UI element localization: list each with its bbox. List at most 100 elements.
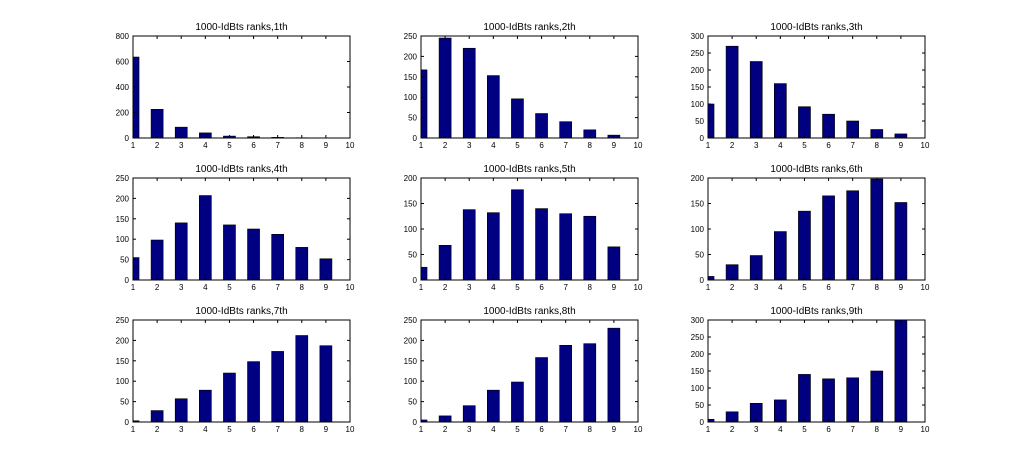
x-tick-label: 7: [275, 283, 280, 292]
x-tick-label: 8: [588, 425, 593, 434]
y-tick-label: 200: [404, 336, 418, 345]
bar: [150, 239, 164, 281]
bar: [295, 247, 309, 281]
x-tick-label: 3: [467, 283, 472, 292]
x-tick-label: 3: [179, 141, 184, 150]
y-tick-label: 100: [404, 225, 418, 234]
x-tick-label: 10: [921, 141, 930, 150]
axes-frame: [707, 177, 926, 281]
x-tick-label: 4: [778, 141, 783, 150]
y-tick-label: 50: [408, 114, 417, 123]
x-tick-label: 9: [612, 141, 617, 150]
axes-frame: [420, 319, 639, 423]
x-tick-label: 4: [203, 425, 208, 434]
y-tick-label: 250: [404, 32, 418, 41]
axes-frame: [707, 319, 926, 423]
y-tick-label: 200: [116, 109, 130, 118]
x-tick-label: 3: [754, 425, 759, 434]
x-tick-label: 5: [227, 425, 232, 434]
x-tick-label: 9: [324, 283, 329, 292]
x-tick-label: 7: [563, 425, 568, 434]
y-tick-label: 200: [691, 174, 705, 183]
y-tick-label: 250: [116, 174, 130, 183]
x-tick-label: 7: [275, 425, 280, 434]
x-tick-label: 1: [419, 141, 424, 150]
bar: [438, 37, 452, 139]
x-tick-label: 1: [419, 425, 424, 434]
bar: [420, 266, 428, 281]
y-tick-label: 0: [700, 134, 705, 143]
y-tick-label: 100: [116, 235, 130, 244]
x-tick-label: 8: [588, 283, 593, 292]
y-tick-label: 50: [695, 251, 704, 260]
y-tick-label: 0: [125, 418, 130, 427]
y-tick-label: 0: [125, 276, 130, 285]
x-tick-label: 3: [754, 141, 759, 150]
bar: [199, 389, 212, 423]
y-tick-label: 100: [404, 93, 418, 102]
bar: [247, 228, 260, 281]
bar: [223, 224, 236, 281]
x-tick-label: 2: [155, 141, 160, 150]
bar: [174, 222, 188, 281]
x-tick-label: 4: [778, 425, 783, 434]
x-tick-label: 6: [251, 425, 256, 434]
y-tick-label: 100: [691, 384, 705, 393]
x-tick-label: 2: [155, 425, 160, 434]
bar: [132, 257, 140, 281]
x-tick-label: 8: [875, 141, 880, 150]
x-tick-label: 7: [850, 283, 855, 292]
x-tick-label: 4: [203, 141, 208, 150]
y-tick-label: 100: [404, 377, 418, 386]
bar: [870, 178, 884, 281]
x-tick-label: 3: [754, 283, 759, 292]
y-tick-label: 150: [691, 83, 705, 92]
y-tick-label: 200: [691, 350, 705, 359]
bar: [319, 345, 333, 423]
bar: [535, 113, 548, 139]
y-tick-label: 0: [700, 418, 705, 427]
x-tick-label: 1: [131, 283, 136, 292]
x-tick-label: 7: [850, 425, 855, 434]
x-tick-label: 7: [563, 283, 568, 292]
x-tick-label: 5: [802, 283, 807, 292]
y-tick-label: 250: [691, 49, 705, 58]
x-tick-label: 2: [443, 283, 448, 292]
x-tick-label: 4: [491, 425, 496, 434]
x-tick-label: 2: [443, 425, 448, 434]
x-tick-label: 5: [515, 141, 520, 150]
bar: [894, 202, 908, 281]
x-tick-label: 9: [612, 425, 617, 434]
x-tick-label: 10: [346, 425, 355, 434]
bar: [462, 209, 476, 281]
y-tick-label: 200: [691, 66, 705, 75]
bar: [559, 213, 572, 281]
bar: [319, 258, 333, 281]
x-tick-label: 6: [251, 283, 256, 292]
x-tick-label: 1: [131, 425, 136, 434]
y-tick-label: 300: [691, 316, 705, 325]
axes-frame: [132, 319, 351, 423]
x-tick-label: 6: [539, 283, 544, 292]
x-tick-label: 8: [588, 141, 593, 150]
x-tick-label: 9: [899, 283, 904, 292]
bar: [487, 75, 500, 139]
y-tick-label: 250: [116, 316, 130, 325]
y-tick-label: 200: [116, 194, 130, 203]
x-tick-label: 6: [826, 283, 831, 292]
x-tick-label: 4: [203, 283, 208, 292]
bar: [511, 189, 524, 281]
x-tick-label: 6: [826, 425, 831, 434]
y-tick-label: 50: [695, 401, 704, 410]
x-tick-label: 10: [921, 425, 930, 434]
bar: [822, 195, 835, 281]
x-tick-label: 1: [131, 141, 136, 150]
y-tick-label: 200: [404, 174, 418, 183]
bar: [462, 47, 476, 139]
bar: [487, 212, 500, 281]
